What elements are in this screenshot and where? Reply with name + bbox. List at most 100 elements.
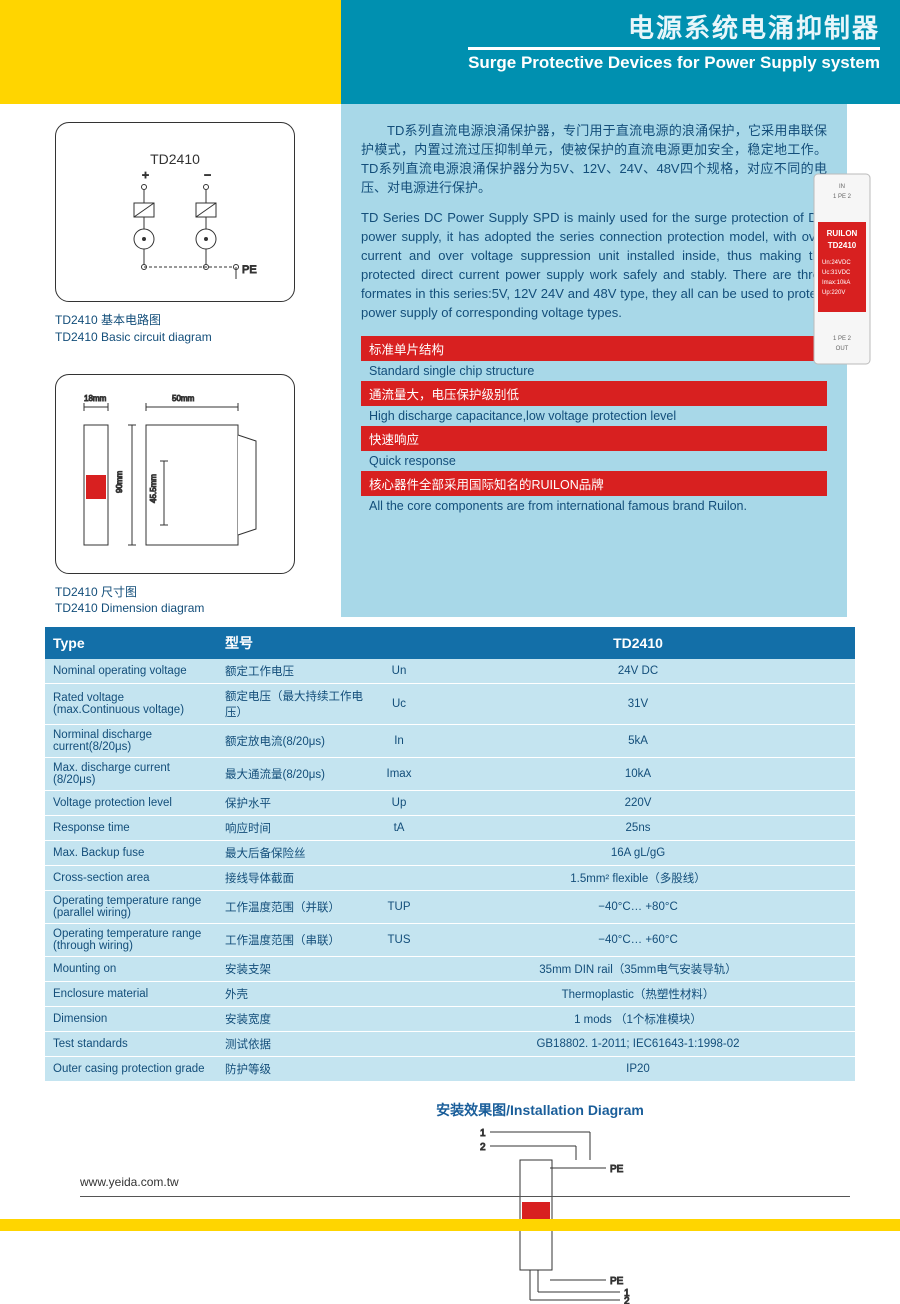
dim-18mm: 18mm: [84, 394, 107, 403]
cell-val: 5kA: [421, 725, 855, 758]
cell-cn: 保护水平: [217, 791, 377, 816]
circuit-caption-cn: TD2410 基本电路图: [55, 312, 341, 329]
cell-sym: [377, 841, 421, 866]
table-row: Max. discharge current (8/20μs)最大通流量(8/2…: [45, 758, 855, 791]
th-sym: [377, 627, 421, 659]
inst-n2-bot: 2: [624, 1296, 630, 1304]
cell-cn: 工作温度范围（并联）: [217, 891, 377, 924]
circuit-diagram-svg: + −: [56, 167, 296, 303]
cell-sym: [377, 1032, 421, 1057]
cell-val: −40°C… +60°C: [421, 924, 855, 957]
table-row: Rated voltage (max.Continuous voltage)额定…: [45, 684, 855, 725]
cell-en: Max. discharge current (8/20μs): [45, 758, 217, 791]
pe-label: PE: [242, 264, 257, 276]
cell-sym: Un: [377, 659, 421, 684]
cell-sym: TUS: [377, 924, 421, 957]
cell-cn: 安装宽度: [217, 1007, 377, 1032]
cell-cn: 安装支架: [217, 957, 377, 982]
inst-pe-bot: PE: [610, 1276, 624, 1287]
cell-cn: 最大通流量(8/20μs): [217, 758, 377, 791]
dim-50mm: 50mm: [172, 394, 195, 403]
cell-cn: 额定电压（最大持续工作电压）: [217, 684, 377, 725]
header-yellow-band: [0, 0, 341, 104]
cell-val: Thermoplastic（热塑性材料）: [421, 982, 855, 1007]
spec-table: Type 型号 TD2410 Nominal operating voltage…: [45, 627, 855, 1082]
cell-val: 31V: [421, 684, 855, 725]
footer-divider: [80, 1196, 850, 1197]
cell-en: Norminal discharge current(8/20μs): [45, 725, 217, 758]
cell-cn: 接线导体截面: [217, 866, 377, 891]
cell-val: IP20: [421, 1057, 855, 1082]
dimension-caption-en: TD2410 Dimension diagram: [55, 600, 341, 617]
table-row: Voltage protection level保护水平Up220V: [45, 791, 855, 816]
cell-val: 1 mods （1个标准模块）: [421, 1007, 855, 1032]
circuit-diagram-box: TD2410 + −: [55, 122, 295, 302]
prod-in: IN: [839, 184, 845, 190]
table-row: Dimension安装宽度1 mods （1个标准模块）: [45, 1007, 855, 1032]
cell-en: Voltage protection level: [45, 791, 217, 816]
cell-val: 10kA: [421, 758, 855, 791]
footer-yellow-band: [0, 1219, 900, 1231]
table-row: Max. Backup fuse最大后备保险丝16A gL/gG: [45, 841, 855, 866]
cell-cn: 额定放电流(8/20μs): [217, 725, 377, 758]
cell-en: Operating temperature range (parallel wi…: [45, 891, 217, 924]
prod-botpins: 1 PE 2: [833, 336, 852, 342]
cell-cn: 额定工作电压: [217, 659, 377, 684]
circuit-caption-en: TD2410 Basic circuit diagram: [55, 329, 341, 346]
inst-pe-top: PE: [610, 1164, 624, 1175]
table-row: Norminal discharge current(8/20μs)额定放电流(…: [45, 725, 855, 758]
cell-en: Mounting on: [45, 957, 217, 982]
table-row: Enclosure material外壳Thermoplastic（热塑性材料）: [45, 982, 855, 1007]
cell-en: Response time: [45, 816, 217, 841]
cell-en: Rated voltage (max.Continuous voltage): [45, 684, 217, 725]
prod-l1: Un:24VDC: [822, 260, 851, 266]
table-header-row: Type 型号 TD2410: [45, 627, 855, 659]
feature-2-cn: 快速响应: [361, 426, 827, 451]
cell-sym: Up: [377, 791, 421, 816]
prod-model: TD2410: [828, 241, 857, 250]
cell-sym: [377, 957, 421, 982]
cell-cn: 最大后备保险丝: [217, 841, 377, 866]
prod-l2: Uc:31VDC: [822, 270, 851, 276]
feature-1-en: High discharge capacitance,low voltage p…: [361, 406, 827, 426]
cell-sym: [377, 1057, 421, 1082]
title-chinese: 电源系统电涌抑制器: [341, 8, 880, 45]
cell-val: 35mm DIN rail（35mm电气安装导轨）: [421, 957, 855, 982]
dim-90mm: 90mm: [115, 470, 124, 493]
main-content: TD2410 + −: [0, 104, 900, 617]
header-blue-band: 电源系统电涌抑制器 Surge Protective Devices for P…: [341, 0, 900, 104]
feature-1-cn: 通流量大，电压保护级别低: [361, 381, 827, 406]
cell-cn: 外壳: [217, 982, 377, 1007]
table-row: Test standards测试依据GB18802. 1-2011; IEC61…: [45, 1032, 855, 1057]
cell-cn: 工作温度范围（串联）: [217, 924, 377, 957]
circuit-caption: TD2410 基本电路图 TD2410 Basic circuit diagra…: [55, 312, 341, 346]
th-model: TD2410: [421, 627, 855, 659]
inst-n1-top: 1: [480, 1128, 486, 1139]
cell-sym: tA: [377, 816, 421, 841]
dim-455mm: 45.5mm: [149, 473, 158, 502]
cell-val: 24V DC: [421, 659, 855, 684]
cell-val: 220V: [421, 791, 855, 816]
neg-label: −: [204, 168, 211, 182]
cell-en: Cross-section area: [45, 866, 217, 891]
description-chinese: TD系列直流电源浪涌保护器，专门用于直流电源的浪涌保护，它采用串联保护模式，内置…: [361, 122, 827, 197]
cell-val: 1.5mm² flexible（多股线）: [421, 866, 855, 891]
dimension-caption-cn: TD2410 尺寸图: [55, 584, 341, 601]
inst-n2-top: 2: [480, 1142, 486, 1153]
cell-val: GB18802. 1-2011; IEC61643-1:1998-02: [421, 1032, 855, 1057]
page-header: 电源系统电涌抑制器 Surge Protective Devices for P…: [0, 0, 900, 104]
dimension-caption: TD2410 尺寸图 TD2410 Dimension diagram: [55, 584, 341, 618]
installation-title: 安装效果图/Installation Diagram: [180, 1100, 900, 1120]
table-row: Operating temperature range (parallel wi…: [45, 891, 855, 924]
dimension-diagram-svg: 18mm 50mm 90mm 4: [56, 375, 296, 575]
cell-sym: [377, 1007, 421, 1032]
prod-l4: Up:220V: [822, 290, 845, 296]
cell-en: Test standards: [45, 1032, 217, 1057]
cell-val: 25ns: [421, 816, 855, 841]
cell-sym: TUP: [377, 891, 421, 924]
cell-sym: [377, 982, 421, 1007]
prod-toppins: 1 PE 2: [833, 194, 852, 200]
left-column: TD2410 + −: [0, 104, 341, 617]
cell-cn: 响应时间: [217, 816, 377, 841]
cell-cn: 防护等级: [217, 1057, 377, 1082]
